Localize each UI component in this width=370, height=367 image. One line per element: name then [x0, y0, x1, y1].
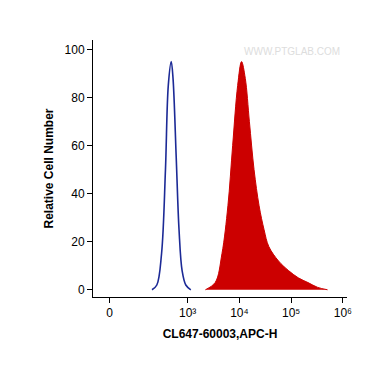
svg-text:20: 20 — [71, 235, 85, 249]
svg-text:10³: 10³ — [179, 306, 196, 320]
svg-text:10⁶: 10⁶ — [334, 306, 352, 320]
svg-text:10⁵: 10⁵ — [282, 306, 300, 320]
svg-text:CL647-60003,APC-H: CL647-60003,APC-H — [163, 327, 278, 341]
svg-text:0: 0 — [106, 306, 113, 320]
svg-text:0: 0 — [78, 283, 85, 297]
svg-text:40: 40 — [71, 187, 85, 201]
svg-text:80: 80 — [71, 91, 85, 105]
svg-text:60: 60 — [71, 139, 85, 153]
svg-text:WWW.PTGLAB.COM: WWW.PTGLAB.COM — [244, 46, 340, 57]
svg-text:10⁴: 10⁴ — [230, 306, 249, 320]
svg-text:100: 100 — [65, 43, 85, 57]
svg-text:Relative Cell Number: Relative Cell Number — [42, 108, 56, 228]
